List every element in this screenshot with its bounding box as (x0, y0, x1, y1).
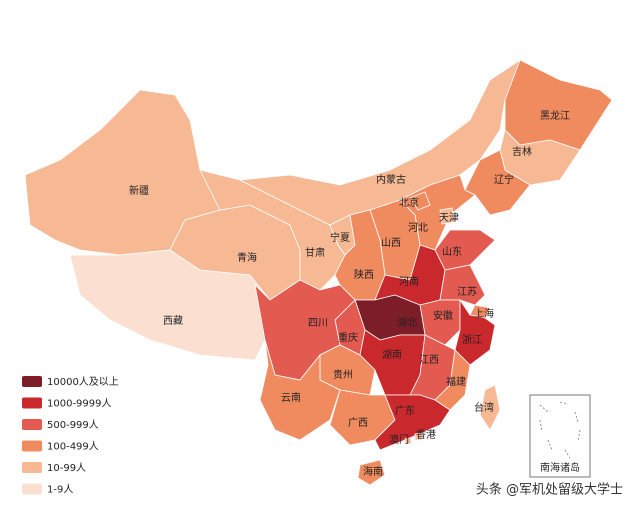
inset-label: 南海诸岛 (540, 461, 580, 474)
province-shape (414, 432, 423, 441)
province-label: 河北 (408, 222, 428, 234)
province-shape (374, 394, 451, 451)
province-label: 澳门 (389, 433, 409, 446)
province-shape (439, 264, 486, 306)
province-label: 西藏 (163, 315, 183, 327)
legend-swatch (22, 376, 42, 387)
legend-label: 500-999人 (47, 419, 99, 431)
province-shape (479, 384, 501, 431)
province-label: 云南 (281, 391, 301, 404)
province-label: 广东 (395, 404, 415, 417)
legend-swatch (22, 419, 42, 430)
province-label: 河南 (399, 275, 419, 288)
inset-lines (539, 401, 581, 459)
provinces (24, 59, 613, 486)
province-label: 陕西 (354, 268, 374, 281)
province-label: 安徽 (433, 309, 453, 322)
legend-label: 1000-9999人 (47, 398, 112, 410)
province-label: 北京 (399, 196, 419, 209)
province-label: 山东 (442, 245, 462, 258)
province-label: 四川 (308, 318, 328, 329)
inset-frame (529, 394, 591, 478)
province-label: 重庆 (338, 331, 358, 344)
province-shape (409, 191, 431, 211)
legend-swatch (22, 462, 42, 473)
legend-swatch (22, 397, 42, 409)
legend-swatch (22, 483, 42, 495)
province-label: 江西 (419, 354, 439, 366)
legend-label: 10-99人 (47, 462, 86, 474)
province-label: 内蒙古 (376, 173, 406, 186)
province-label: 黑龙江 (540, 109, 570, 122)
province-label: 台湾 (474, 401, 494, 414)
inset: 南海诸岛 (529, 394, 591, 478)
province-shape (504, 59, 613, 151)
watermark: 头条 @军机处留级大学士 (476, 482, 623, 498)
province-label: 甘肃 (305, 246, 325, 259)
legend-swatch (22, 440, 42, 452)
province-label: 海南 (363, 465, 383, 478)
province-shape (404, 437, 412, 445)
province-label: 浙江 (462, 334, 482, 346)
legend-label: 1-9人 (47, 484, 73, 496)
legend-label: 10000人及以上 (47, 376, 119, 388)
province-label: 贵州 (333, 368, 353, 381)
province-label: 湖北 (397, 317, 417, 329)
province-label: 湖南 (382, 348, 402, 361)
legend-label: 100-499人 (47, 441, 99, 453)
province-label: 福建 (446, 375, 466, 388)
province-label: 山西 (381, 237, 401, 249)
province-label: 香港 (416, 429, 436, 441)
province-label: 辽宁 (494, 173, 514, 186)
province-labels: 新疆 西藏 青海 甘肃 宁夏 内蒙古 黑龙江 吉林 辽宁 北京 天津 河北 山西… (129, 109, 570, 478)
province-label: 广西 (348, 417, 368, 429)
province-label: 宁夏 (330, 231, 350, 244)
province-shape (357, 459, 386, 486)
legend: 10000人及以上 1000-9999人 500-999人 100-499人 10-99… (22, 376, 119, 496)
province-label: 上海 (474, 307, 494, 320)
province-shape (259, 339, 341, 441)
province-shape (439, 207, 456, 225)
province-label: 江苏 (457, 285, 477, 298)
province-label: 青海 (237, 251, 257, 264)
province-label: 吉林 (512, 145, 532, 158)
province-label: 天津 (439, 212, 459, 224)
province-label: 新疆 (129, 184, 149, 197)
